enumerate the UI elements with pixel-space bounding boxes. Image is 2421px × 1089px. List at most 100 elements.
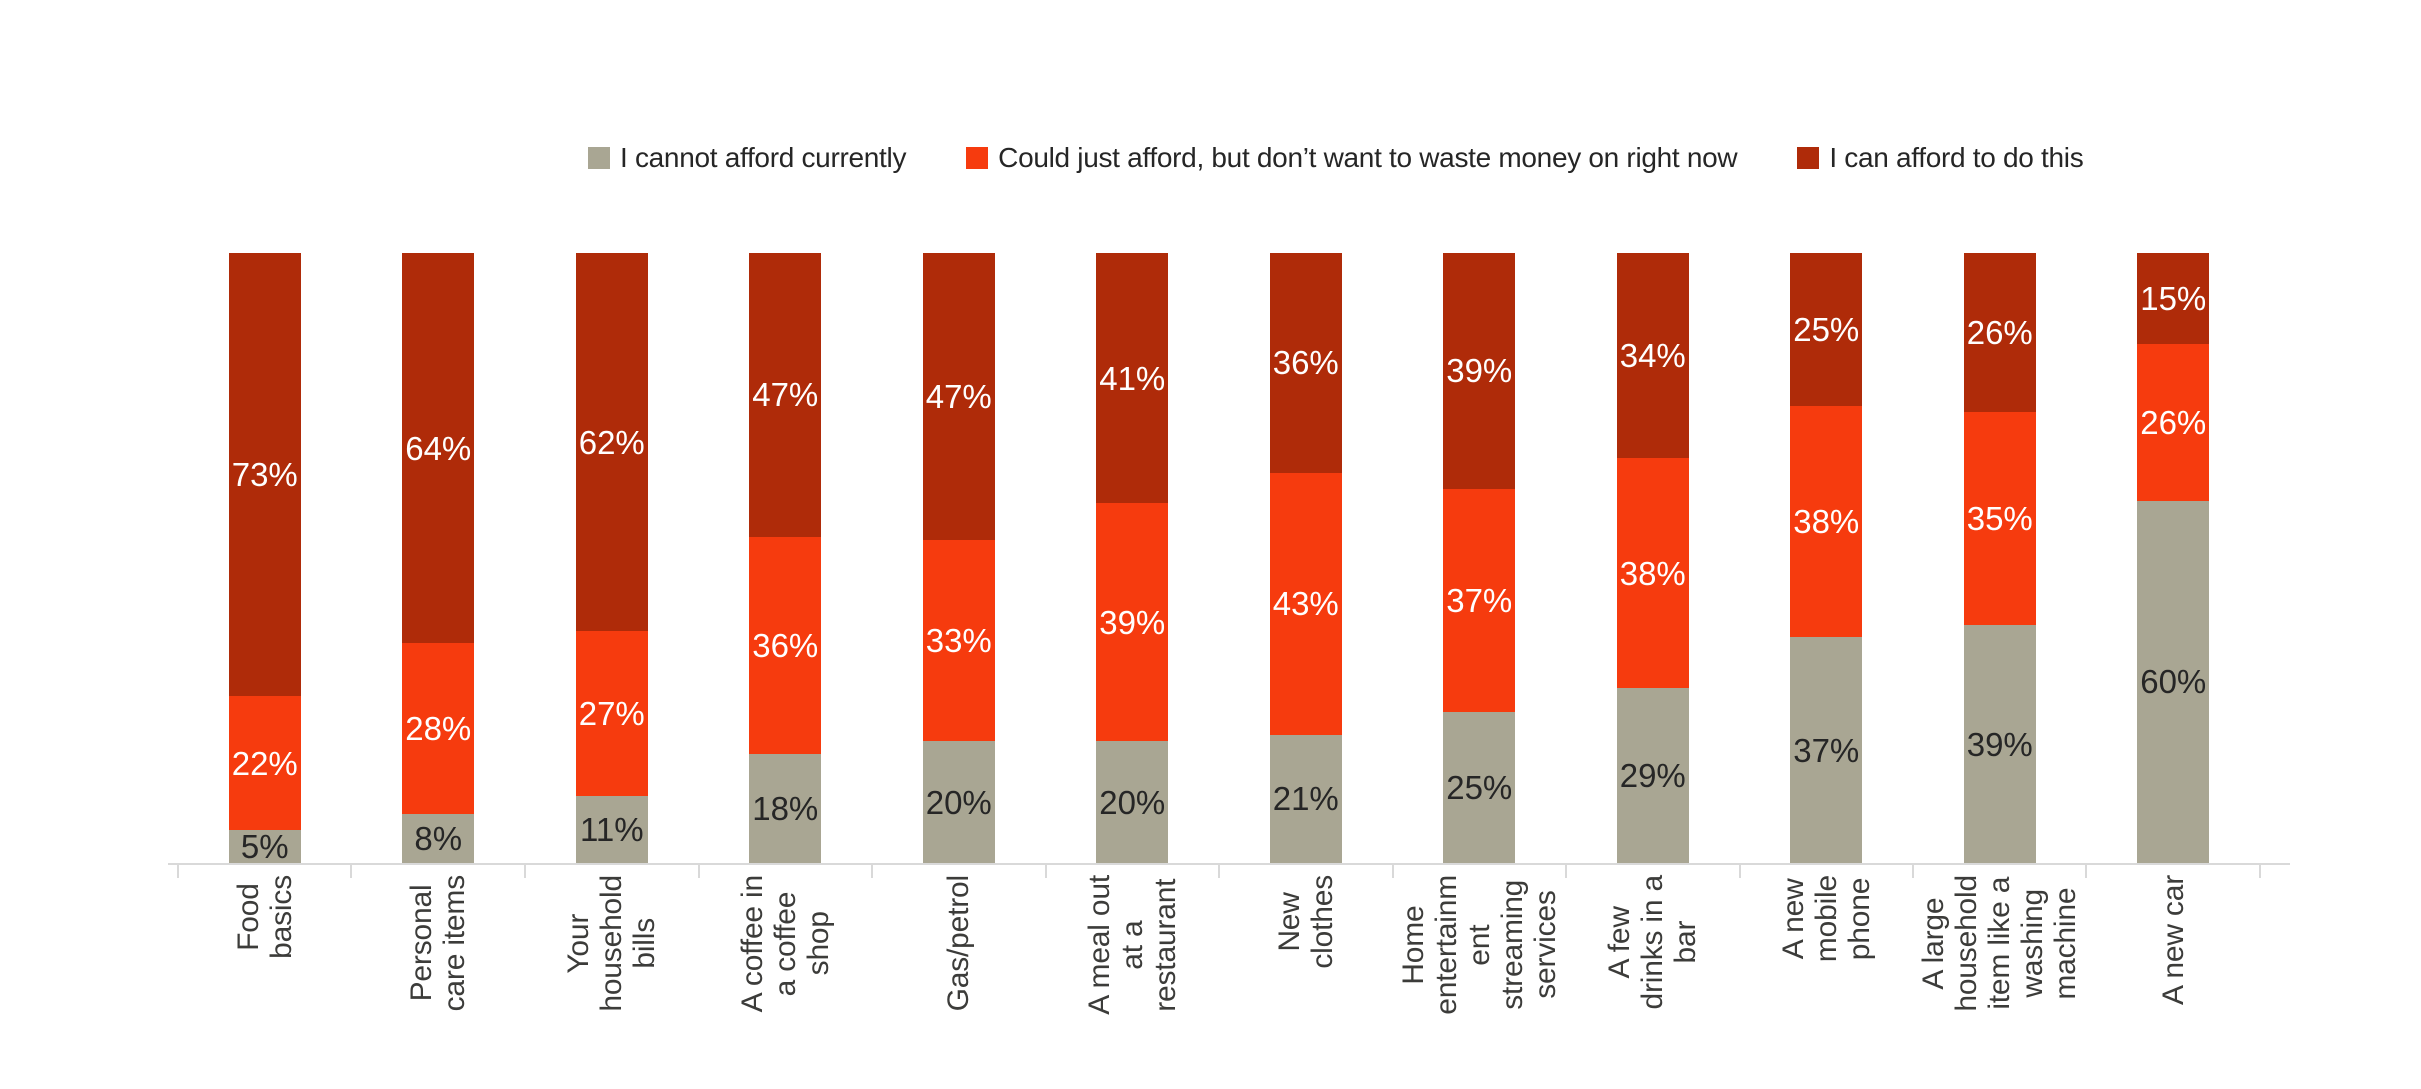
- bar-value-label: 64%: [405, 429, 472, 467]
- bar-value-label: 62%: [578, 423, 645, 461]
- x-axis-label: A new car: [2156, 875, 2190, 1005]
- legend-swatch-cannot-afford-icon: [588, 147, 610, 169]
- x-axis-label-cell: A new mobile phone: [1740, 875, 1914, 962]
- bar-segment: 47%: [922, 253, 995, 540]
- bar-segment: 29%: [1616, 687, 1689, 863]
- x-axis-label: Personal care items: [405, 875, 472, 1012]
- bar-segment: 37%: [1443, 488, 1516, 713]
- x-axis-label: Home entertainm ent streaming services: [1396, 875, 1562, 1015]
- bar-segment: 39%: [1443, 253, 1516, 489]
- legend-swatch-could-just-afford-icon: [966, 147, 989, 169]
- legend-label: Could just afford, but don’t want to was…: [998, 142, 1738, 173]
- bar-value-label: 18%: [752, 790, 819, 828]
- stacked-bar: 39% 35% 26%: [1963, 253, 2036, 863]
- x-axis-tick: [1564, 863, 1567, 878]
- stacked-bar: 37% 38% 25%: [1790, 253, 1863, 863]
- bar-segment: 18%: [749, 754, 822, 863]
- x-axis-tick: [2085, 863, 2088, 878]
- bar-value-label: 39%: [1099, 603, 1166, 641]
- bar-segment: 43%: [1269, 472, 1342, 735]
- bar-segment: 25%: [1443, 712, 1516, 863]
- bar-segment: 37%: [1790, 637, 1863, 863]
- bar-value-label: 8%: [414, 820, 463, 858]
- bar-value-label: 29%: [1619, 756, 1686, 794]
- bar-segment: 22%: [228, 696, 301, 830]
- bar-segment: 5%: [228, 828, 301, 865]
- bar-segment: 62%: [575, 253, 648, 632]
- bar-value-label: 36%: [752, 627, 819, 665]
- legend-item-could-just-afford: Could just afford, but don’t want to was…: [966, 142, 1738, 174]
- bar-value-label: 37%: [1446, 581, 1513, 619]
- x-axis-label-cell: A meal out at a restaurant: [1046, 875, 1220, 1015]
- bar-value-label: 39%: [1966, 725, 2033, 763]
- bar-value-label: 21%: [1272, 780, 1339, 818]
- stacked-bar: 8% 28% 64%: [402, 253, 475, 863]
- bar-value-label: 47%: [752, 376, 819, 414]
- x-axis-label: New clothes: [1272, 875, 1339, 969]
- bar-column: 8% 28% 64%: [352, 253, 526, 863]
- x-axis-label: Food basics: [231, 875, 298, 959]
- x-axis-tick: [1738, 863, 1741, 878]
- x-axis-tick: [2259, 863, 2261, 878]
- x-axis-label-cell: Your household bills: [525, 875, 699, 1012]
- bar-segment: 36%: [1269, 253, 1342, 473]
- bar-segment: 8%: [402, 814, 475, 863]
- bar-value-label: 20%: [1099, 783, 1166, 821]
- bar-segment: 64%: [402, 253, 475, 644]
- bar-segment: 34%: [1616, 253, 1689, 459]
- x-axis-label-cell: Gas/petrol: [872, 875, 1046, 1011]
- bar-column: 60% 26% 15%: [2087, 253, 2261, 863]
- bar-value-label: 41%: [1099, 359, 1166, 397]
- bar-value-label: 15%: [2140, 279, 2207, 317]
- stacked-bar: 21% 43% 36%: [1269, 253, 1342, 863]
- stacked-bar: 20% 39% 41%: [1096, 253, 1169, 863]
- bar-value-label: 36%: [1272, 344, 1339, 382]
- x-axis-label-cell: Home entertainm ent streaming services: [1393, 875, 1567, 1015]
- bar-segment: 39%: [1096, 503, 1169, 741]
- bar-value-label: 27%: [578, 695, 645, 733]
- bar-column: 20% 33% 47%: [872, 253, 1046, 863]
- x-axis-label: A meal out at a restaurant: [1082, 875, 1182, 1015]
- stacked-bar: 11% 27% 62%: [575, 253, 648, 863]
- bar-column: 37% 38% 25%: [1740, 253, 1914, 863]
- bar-value-label: 26%: [2140, 403, 2207, 441]
- bar-segment: 20%: [1096, 741, 1169, 863]
- x-axis-line: [168, 863, 2290, 865]
- x-axis-label: Gas/petrol: [942, 875, 976, 1012]
- bar-value-label: 5%: [240, 828, 289, 865]
- bar-segment: 28%: [402, 643, 475, 815]
- bar-value-label: 60%: [2140, 663, 2207, 701]
- x-axis-tick: [870, 863, 873, 878]
- bar-segment: 20%: [922, 741, 995, 863]
- stacked-bar: 29% 38% 34%: [1616, 253, 1689, 863]
- bar-value-label: 73%: [231, 456, 298, 494]
- bar-column: 20% 39% 41%: [1046, 253, 1220, 863]
- bar-segment: 21%: [1269, 734, 1342, 863]
- bar-value-label: 20%: [925, 783, 992, 821]
- bar-segment: 35%: [1963, 411, 2036, 626]
- bar-column: 5% 22% 73%: [178, 253, 352, 863]
- x-axis-label: A few drinks in a bar: [1603, 875, 1703, 1010]
- x-axis-tick: [697, 863, 700, 878]
- x-axis-label-cell: Personal care items: [352, 875, 526, 1011]
- bar-column: 21% 43% 36%: [1219, 253, 1393, 863]
- bar-value-label: 11%: [579, 810, 644, 848]
- bar-value-label: 28%: [405, 710, 472, 748]
- bar-segment: 39%: [1963, 625, 2036, 863]
- legend: I cannot afford currently Could just aff…: [588, 142, 2084, 174]
- stacked-bar: 5% 22% 73%: [228, 253, 301, 865]
- bar-value-label: 39%: [1446, 352, 1513, 390]
- bar-column: 39% 35% 26%: [1913, 253, 2087, 863]
- x-axis-label-cell: A few drinks in a bar: [1566, 875, 1740, 1010]
- stacked-bar: 18% 36% 47%: [749, 253, 822, 863]
- bar-value-label: 35%: [1966, 499, 2033, 537]
- bar-value-label: 47%: [925, 377, 992, 415]
- bar-value-label: 38%: [1619, 554, 1686, 592]
- bar-value-label: 26%: [1966, 313, 2033, 351]
- bar-segment: 26%: [1963, 253, 2036, 412]
- bar-segment: 47%: [749, 253, 822, 537]
- bar-value-label: 38%: [1793, 502, 1860, 540]
- bar-segment: 15%: [2137, 253, 2210, 344]
- bar-columns: 5% 22% 73% 8% 28% 64% 11% 27% 62% 18% 36% 47% 20% 33%…: [178, 253, 2260, 863]
- x-axis-label-cell: Food basics: [178, 875, 352, 959]
